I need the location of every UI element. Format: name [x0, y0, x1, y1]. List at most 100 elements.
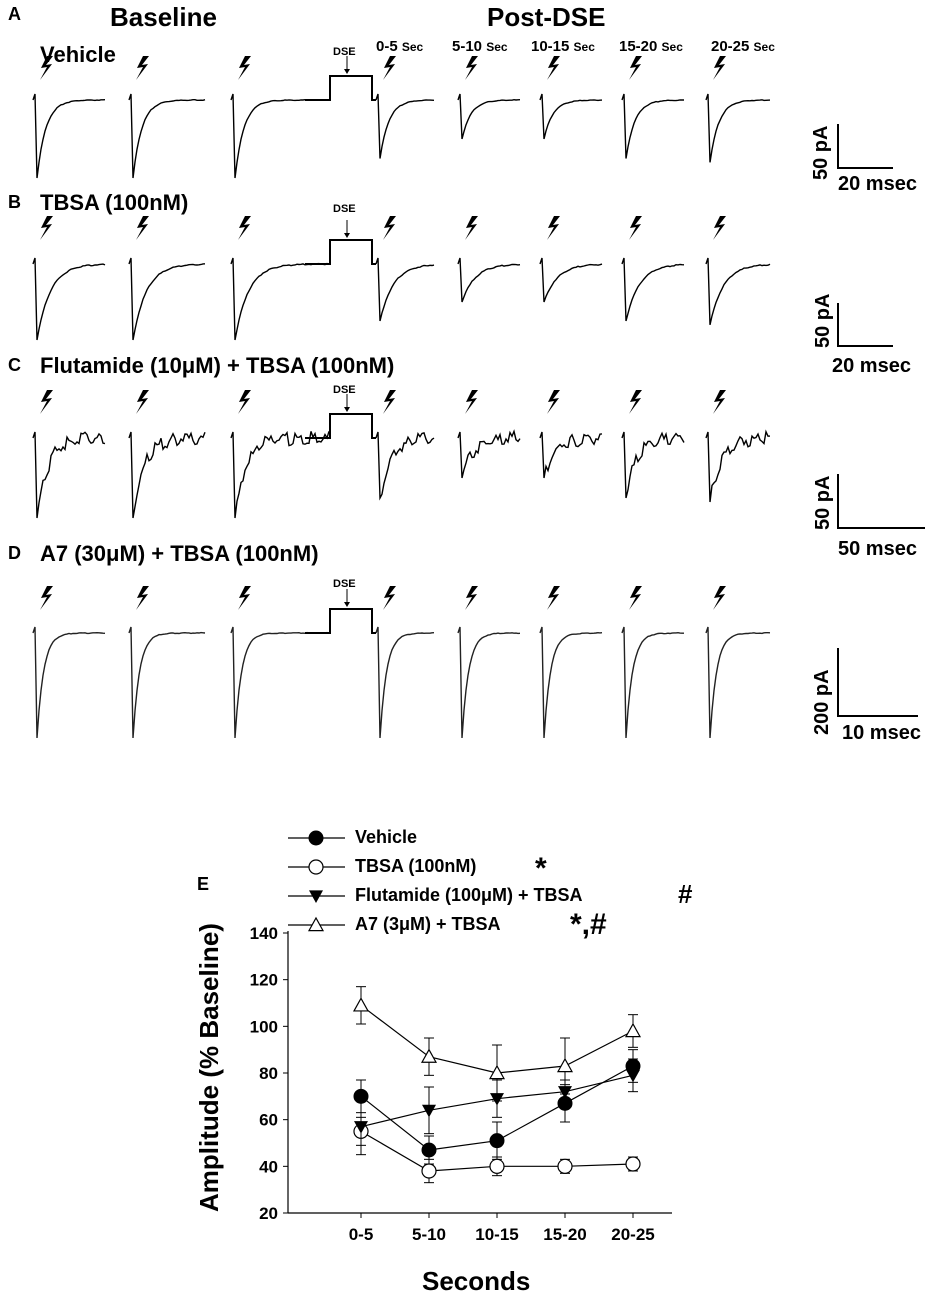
panel-letter-d: D [8, 543, 21, 563]
legend-label-vehicle: Vehicle [355, 827, 418, 847]
current-trace [128, 431, 206, 519]
significance-flutamide: # [678, 879, 693, 909]
scale-h-label-c: 50 msec [838, 538, 917, 560]
data-point [624, 1022, 642, 1038]
data-point [489, 1133, 505, 1149]
current-trace [457, 93, 521, 140]
current-trace [539, 626, 603, 739]
stimulus-lightning-icon [465, 56, 478, 80]
current-trace [457, 429, 521, 479]
stimulus-lightning-icon [713, 586, 726, 610]
dse-label-b: DSE [333, 203, 356, 215]
legend-label-flutamide: Flutamide (100μM) + TBSA [355, 885, 583, 905]
stimulus-lightning-icon [629, 56, 642, 80]
stimulus-lightning-icon [713, 216, 726, 240]
current-trace [230, 430, 330, 519]
dse-step [305, 413, 376, 439]
series-1 [353, 1116, 641, 1184]
stimulus-lightning-icon [629, 586, 642, 610]
legend-marker [308, 830, 324, 846]
legend-label-tbsa: TBSA (100nM) [355, 856, 477, 876]
data-point [489, 1158, 505, 1174]
data-point [625, 1156, 641, 1172]
stimulus-lightning-icon [383, 390, 396, 414]
stimulus-lightning-icon [136, 216, 149, 240]
y-tick-label: 40 [259, 1157, 278, 1176]
y-tick-label: 140 [250, 924, 278, 943]
data-point [488, 1064, 506, 1080]
stimulus-lightning-icon [136, 586, 149, 610]
window-label-2: 10-15 Sec [531, 38, 595, 55]
scale-h-label-b: 20 msec [832, 355, 911, 377]
dse-arrowhead [344, 602, 350, 607]
stimulus-lightning-icon [136, 390, 149, 414]
stimulus-lightning-icon [629, 216, 642, 240]
data-point [626, 1069, 640, 1083]
stimulus-lightning-icon [40, 216, 53, 240]
window-label-4: 20-25 Sec [711, 38, 775, 55]
x-tick-label: 15-20 [543, 1225, 586, 1244]
x-tick-label: 5-10 [412, 1225, 446, 1244]
significance-tbsa: * [535, 852, 547, 885]
current-trace [539, 431, 603, 479]
window-label-0: 0-5 Sec [376, 38, 424, 55]
dse-label-a: DSE [333, 46, 356, 58]
y-tick-label: 80 [259, 1064, 278, 1083]
panel-letter-e: E [197, 874, 210, 894]
current-trace [375, 431, 435, 501]
scale-h-label-d: 10 msec [842, 722, 921, 744]
stimulus-lightning-icon [40, 56, 53, 80]
traces-figure [32, 56, 925, 739]
baseline-header: Baseline [110, 2, 217, 32]
panel-title-a: Vehicle [40, 42, 116, 67]
legend-markers [288, 830, 345, 932]
dse-label-c: DSE [333, 384, 356, 396]
dse-step [305, 608, 376, 634]
y-tick-label: 120 [250, 971, 278, 990]
dse-step [305, 239, 376, 265]
legend-label-a7: A7 (3μM) + TBSA [355, 914, 501, 934]
stimulus-lightning-icon [629, 390, 642, 414]
current-trace [128, 626, 206, 739]
dse-arrowhead [344, 233, 350, 238]
series-0 [353, 1049, 641, 1165]
stimulus-lightning-icon [238, 216, 251, 240]
x-axis-label: Seconds [422, 1266, 531, 1296]
current-trace [375, 626, 435, 739]
current-trace [375, 257, 435, 322]
stimulus-lightning-icon [238, 56, 251, 80]
current-trace [457, 626, 521, 739]
y-tick-label: 100 [250, 1017, 278, 1036]
scale-bar-b [837, 303, 893, 347]
stimulus-lightning-icon [713, 56, 726, 80]
stimulus-lightning-icon [40, 390, 53, 414]
x-tick-label: 20-25 [611, 1225, 654, 1244]
stimulus-lightning-icon [238, 390, 251, 414]
stimulus-lightning-icon [465, 586, 478, 610]
window-label-1: 5-10 Sec [452, 38, 508, 55]
current-trace [621, 93, 684, 159]
panel-title-b: TBSA (100nM) [40, 190, 189, 215]
panel-letter-b: B [8, 192, 21, 212]
current-trace [128, 93, 206, 179]
stimulus-lightning-icon [465, 216, 478, 240]
dse-label-d: DSE [333, 578, 356, 590]
stimulus-lightning-icon [547, 390, 560, 414]
legend-marker [308, 859, 324, 875]
y-tick-label: 60 [259, 1111, 278, 1130]
current-trace [32, 257, 106, 341]
data-point [420, 1048, 438, 1063]
current-trace [539, 93, 603, 140]
current-trace [32, 626, 106, 739]
stimulus-lightning-icon [465, 390, 478, 414]
panel-title-c: Flutamide (10μM) + TBSA (100nM) [40, 353, 395, 378]
current-trace [375, 93, 435, 159]
legend-marker [309, 890, 323, 903]
scale-bar-d [837, 648, 918, 717]
stimulus-lightning-icon [547, 586, 560, 610]
current-trace [621, 626, 684, 739]
stimulus-lightning-icon [40, 586, 53, 610]
panel-title-d: A7 (30μM) + TBSA (100nM) [40, 541, 319, 566]
stimulus-lightning-icon [136, 56, 149, 80]
